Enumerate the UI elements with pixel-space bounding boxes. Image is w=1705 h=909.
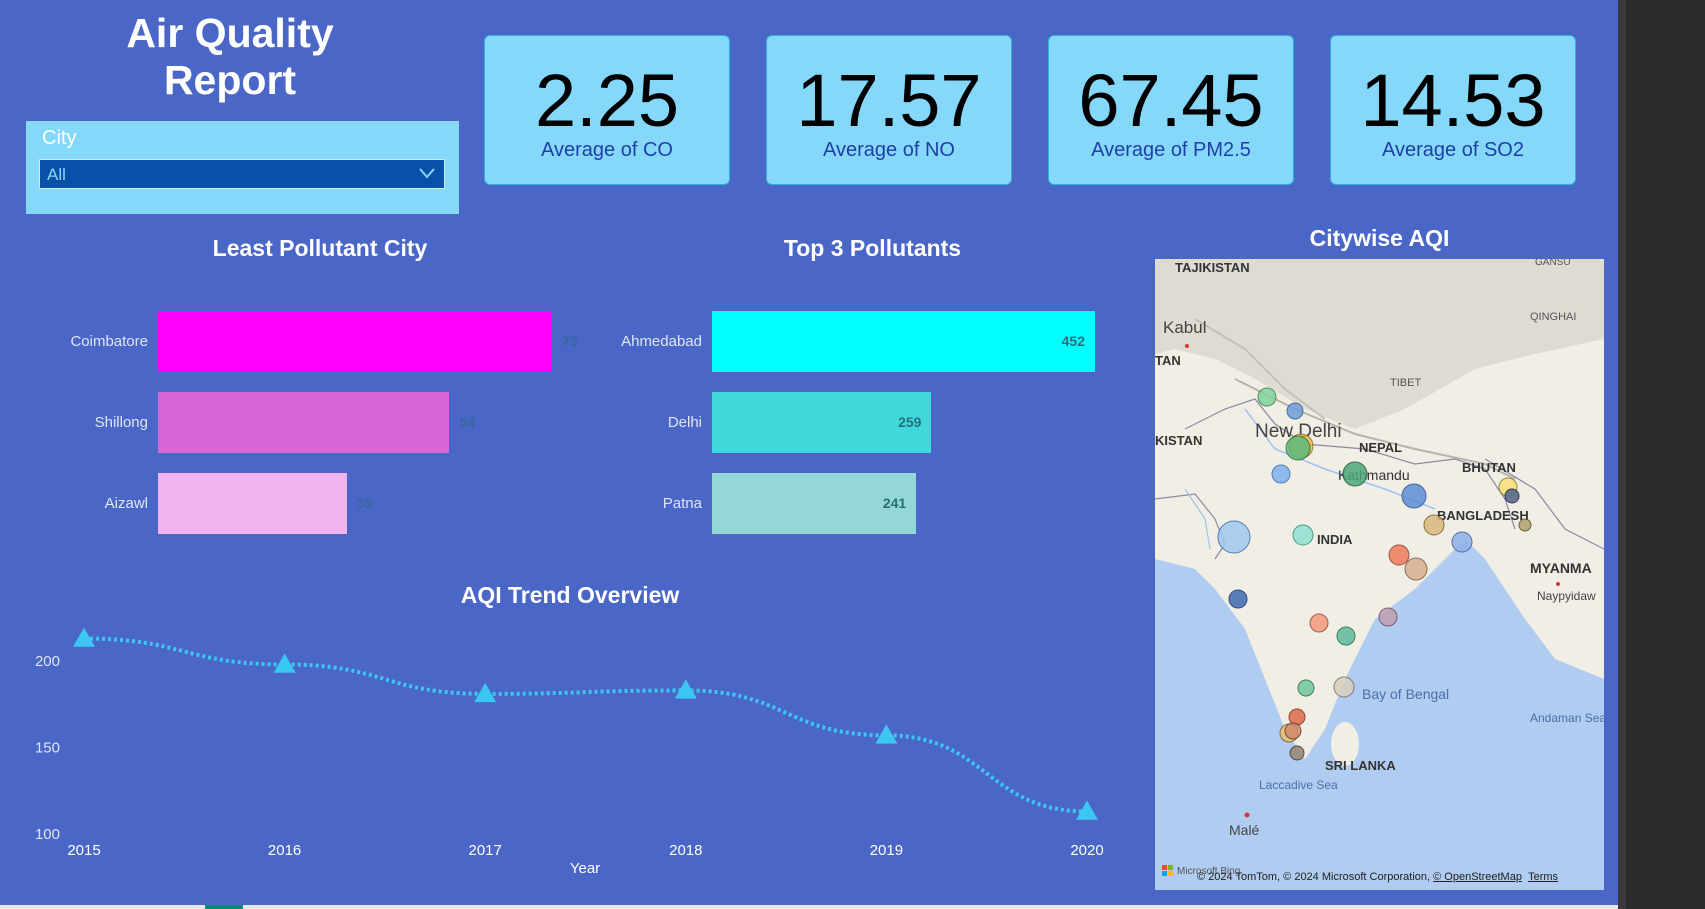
page-tab[interactable] — [205, 905, 243, 909]
map-label: TIBET — [1390, 377, 1421, 389]
trend-marker[interactable] — [1076, 800, 1098, 820]
map-label: TAJIKISTAN — [1175, 260, 1250, 275]
map-label: Naypyidaw — [1537, 589, 1596, 603]
bar-category-label: Delhi — [667, 413, 702, 431]
trend-marker[interactable] — [273, 653, 296, 673]
map-label: GANSU — [1535, 259, 1571, 268]
report-title: Air Quality Report — [60, 10, 400, 104]
bar[interactable] — [158, 311, 552, 372]
x-axis-label: Year — [570, 860, 600, 877]
aqi-trend-chart: 200 150 100 2015 2016 2017 2018 2019 2020 Year — [35, 627, 1104, 877]
side-panel-edge — [1618, 0, 1626, 909]
x-tick-label: 2017 — [469, 842, 502, 859]
x-tick-label: 2018 — [669, 842, 702, 859]
report-title-line1: Air Quality — [126, 10, 334, 56]
map-label: New Delhi — [1255, 421, 1342, 442]
bar-category-label: Coimbatore — [70, 332, 148, 350]
kpi-label: Average of NO — [823, 139, 955, 161]
x-tick-label: 2015 — [67, 842, 100, 859]
map-label: BANGLADESH — [1437, 508, 1529, 523]
y-tick-label: 200 — [35, 653, 60, 670]
city-dropdown-value: All — [47, 165, 66, 184]
openstreetmap-link[interactable]: © OpenStreetMap — [1433, 871, 1522, 883]
city-dropdown[interactable]: All — [39, 159, 445, 189]
bar[interactable] — [712, 392, 932, 453]
kpi-label: Average of SO2 — [1382, 139, 1524, 161]
bar-data-label: 35 — [356, 494, 373, 511]
side-panel-strip — [1618, 0, 1705, 909]
bar[interactable] — [712, 311, 1095, 372]
citywise-aqi-title: Citywise AQI — [1309, 225, 1450, 251]
map-provider-label: Microsoft Bing — [1177, 866, 1240, 877]
least-pollutant-title: Least Pollutant City — [212, 235, 428, 261]
bar[interactable] — [158, 473, 347, 534]
map-label: NEPAL — [1359, 440, 1402, 455]
bar-data-label: 241 — [882, 494, 907, 511]
trend-marker[interactable] — [73, 627, 95, 647]
y-tick-label: 100 — [35, 826, 60, 843]
map-label: KISTAN — [1155, 433, 1202, 448]
bar-category-label: Ahmedabad — [621, 332, 702, 350]
city-bubbles[interactable] — [1185, 344, 1560, 818]
map-label: INDIA — [1317, 532, 1353, 547]
bar-category-label: Shillong — [94, 413, 148, 431]
report-canvas: Air Quality Report City All 2.25 Average… — [0, 10, 1618, 909]
x-tick-label: 2020 — [1070, 842, 1103, 859]
trend-marker[interactable] — [474, 682, 497, 703]
kpi-label: Average of CO — [541, 139, 673, 161]
kpi-card-pm25: 67.45 Average of PM2.5 — [1048, 35, 1294, 185]
map-label: QINGHAI — [1530, 311, 1576, 323]
bar-category-label: Patna — [662, 494, 702, 512]
bar-data-label: 73 — [562, 332, 578, 349]
bar[interactable] — [158, 392, 450, 453]
top3-pollutants-title: Top 3 Pollutants — [783, 235, 962, 261]
trend-marker[interactable] — [875, 724, 898, 744]
bar-data-label: 452 — [1061, 332, 1085, 349]
terms-link[interactable]: Terms — [1528, 871, 1559, 883]
kpi-card-no: 17.57 Average of NO — [766, 35, 1012, 185]
y-tick-label: 150 — [35, 740, 60, 757]
aqi-trend-line — [83, 636, 1088, 814]
trend-marker[interactable] — [674, 679, 697, 699]
map-label: TAN — [1155, 353, 1181, 368]
page-tab-bar — [0, 905, 1618, 909]
chevron-down-icon — [419, 168, 435, 179]
kpi-value: 14.53 — [1360, 59, 1546, 142]
x-tick-label: 2019 — [870, 842, 903, 859]
bar-data-label: 54 — [459, 413, 476, 430]
map-canvas: TAJIKISTAN GANSU Kabul QINGHAI TAN TIBET… — [1155, 259, 1604, 890]
bar-data-label: 259 — [898, 413, 922, 430]
report-title-line2: Report — [163, 57, 297, 103]
kpi-card-so2: 14.53 Average of SO2 — [1330, 35, 1576, 185]
kpi-card-co: 2.25 Average of CO — [484, 35, 730, 185]
map-label: Malé — [1229, 822, 1260, 838]
map-attribution: © 2024 TomTom, © 2024 Microsoft Corporat… — [1197, 871, 1558, 883]
kpi-label: Average of PM2.5 — [1091, 139, 1251, 161]
kpi-value: 2.25 — [534, 59, 680, 142]
map-label: Bay of Bengal — [1362, 686, 1449, 702]
map-label: SRI LANKA — [1325, 758, 1396, 773]
bar[interactable] — [712, 473, 917, 534]
map-label: Andaman Sea — [1530, 711, 1604, 725]
city-slicer-label: City — [42, 127, 77, 149]
kpi-value: 67.45 — [1078, 59, 1264, 142]
citywise-aqi-map[interactable]: TAJIKISTAN GANSU Kabul QINGHAI TAN TIBET… — [1155, 259, 1604, 890]
bar-category-label: Aizawl — [104, 494, 148, 512]
kpi-value: 17.57 — [796, 59, 982, 142]
map-attribution-text: © 2024 TomTom, © 2024 Microsoft Corporat… — [1197, 871, 1431, 883]
x-tick-label: 2016 — [268, 842, 301, 859]
map-label: Kabul — [1163, 318, 1206, 337]
map-label: MYANMA — [1530, 560, 1592, 576]
aqi-trend-title: AQI Trend Overview — [460, 582, 680, 608]
microsoft-logo-icon — [1162, 865, 1173, 876]
map-label: BHUTAN — [1462, 460, 1516, 475]
city-slicer: City All — [26, 121, 459, 214]
map-label: Laccadive Sea — [1259, 778, 1338, 792]
